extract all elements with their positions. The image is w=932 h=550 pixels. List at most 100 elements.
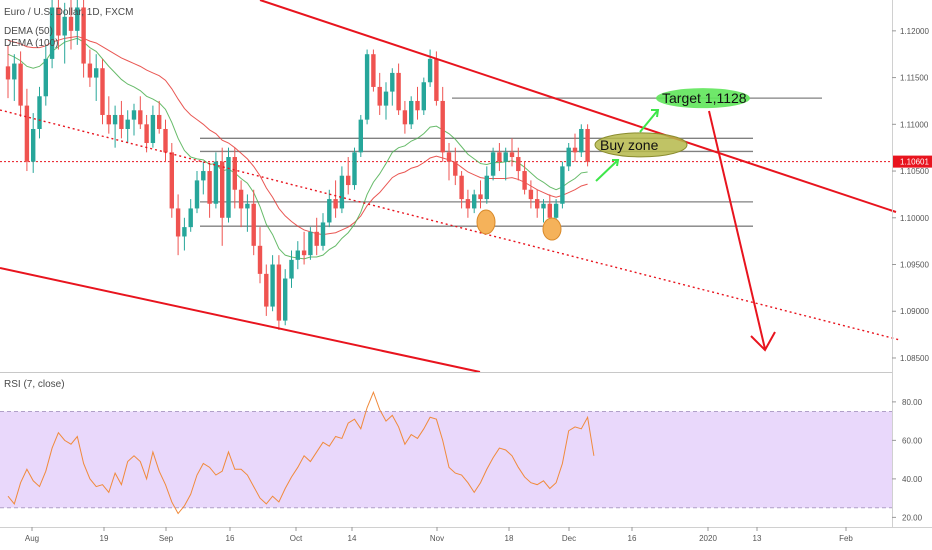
candle-body [358, 119, 363, 153]
candle-body [390, 72, 395, 92]
candle-body [327, 199, 332, 223]
price-tick-label: 1.09000 [900, 307, 929, 316]
candle-body [396, 72, 401, 111]
candle-body [301, 250, 307, 256]
candle-body [364, 54, 370, 120]
rsi-line-group [7, 390, 595, 515]
candle-body [522, 171, 527, 190]
candle-body [49, 7, 55, 59]
candle-body [503, 152, 508, 162]
candle-body [175, 208, 181, 237]
dema100-line [7, 35, 588, 236]
candle-body [377, 86, 382, 106]
candle-body [87, 63, 93, 78]
candle-body [528, 189, 534, 200]
candle-body [18, 63, 23, 106]
candle-body [427, 58, 433, 83]
candle-body [547, 203, 552, 218]
candle-body [339, 175, 345, 209]
up-arrow-2-head [651, 109, 660, 118]
candle-body [484, 175, 489, 200]
time-tick-label: Nov [430, 534, 444, 543]
candle-body [226, 157, 231, 218]
candle-body [112, 114, 118, 125]
candle-body [314, 231, 319, 246]
candle-body [490, 152, 496, 176]
last-price-badge [893, 155, 932, 168]
up-arrow-2 [639, 109, 659, 133]
candle-body [453, 161, 458, 176]
price-tick-label: 1.10000 [900, 214, 929, 223]
time-tick-label: 18 [505, 534, 514, 543]
candle-body [257, 245, 263, 274]
candle-body [62, 16, 67, 36]
candle-body [434, 58, 439, 101]
candle-body [459, 175, 464, 200]
candle-body [283, 278, 288, 321]
target-ellipse [656, 88, 750, 109]
up-arrow-1 [595, 159, 619, 182]
candle-body [383, 91, 389, 106]
price-tick-label: 1.10500 [900, 167, 929, 176]
chart-title: Euro / U.S. Dollar, 1D, FXCM [4, 7, 134, 18]
rsi-band [0, 411, 892, 508]
candle-body [276, 264, 282, 321]
candle-body [497, 152, 502, 162]
candle-body [579, 128, 584, 153]
down-arrow-line [708, 110, 766, 350]
time-tick-label: Dec [562, 534, 576, 543]
candle-body [333, 199, 338, 209]
price-tick-label: 1.09500 [900, 261, 929, 270]
time-tick-label: Oct [290, 534, 303, 543]
candle-body [194, 180, 200, 209]
time-tick-label: 16 [628, 534, 637, 543]
candle-body [5, 66, 11, 80]
rsi-tick-label: 60.00 [902, 436, 923, 445]
last-price-label: 1.10601 [900, 158, 929, 167]
candle-body [68, 16, 74, 31]
time-tick-label: 19 [100, 534, 109, 543]
candle-body [346, 175, 351, 186]
price-tick-label: 1.11500 [900, 74, 929, 83]
buy-zone-ellipse [594, 132, 688, 158]
candle-body [585, 128, 590, 162]
candle-body [566, 147, 571, 167]
time-tick-label: Sep [159, 534, 174, 543]
axis-labels: 1.12000 1.11500 1.11000 1.10500 1.10000 1.095… [25, 27, 932, 543]
bounce-marker [476, 209, 496, 235]
candle-body [43, 58, 48, 97]
candle-body [119, 114, 124, 129]
candle-body [12, 63, 17, 80]
candle-body [188, 208, 193, 228]
candle-body [106, 114, 111, 125]
candle-body [516, 157, 521, 172]
candle-body [402, 110, 408, 125]
candle-body [125, 119, 130, 129]
channel-lower-line [0, 267, 481, 373]
candle-body [24, 105, 30, 162]
candle-body [220, 161, 225, 218]
candle-body [446, 152, 452, 162]
candle-body [415, 100, 420, 111]
candle-body [371, 54, 376, 87]
price-tick-label: 1.08500 [900, 354, 929, 363]
candle-body [440, 100, 445, 153]
candle-body [352, 152, 357, 186]
legend-dema100: DEMA (100) [4, 38, 59, 49]
candle-body [572, 147, 578, 153]
candle-body [138, 110, 143, 125]
up-arrow-1-head [612, 159, 620, 167]
candle-body [131, 110, 137, 120]
candle-body [308, 231, 313, 256]
channel-upper-line [259, 0, 897, 213]
rsi-tick-label: 80.00 [902, 398, 923, 407]
candle-body [238, 189, 244, 209]
candle-body [213, 161, 219, 204]
candle-body [509, 152, 515, 158]
time-tick-label: Aug [25, 534, 39, 543]
rsi-line [7, 390, 595, 515]
legend-dema50: DEMA (50) [4, 26, 53, 37]
candles [5, 0, 590, 330]
candle-body [553, 203, 559, 218]
